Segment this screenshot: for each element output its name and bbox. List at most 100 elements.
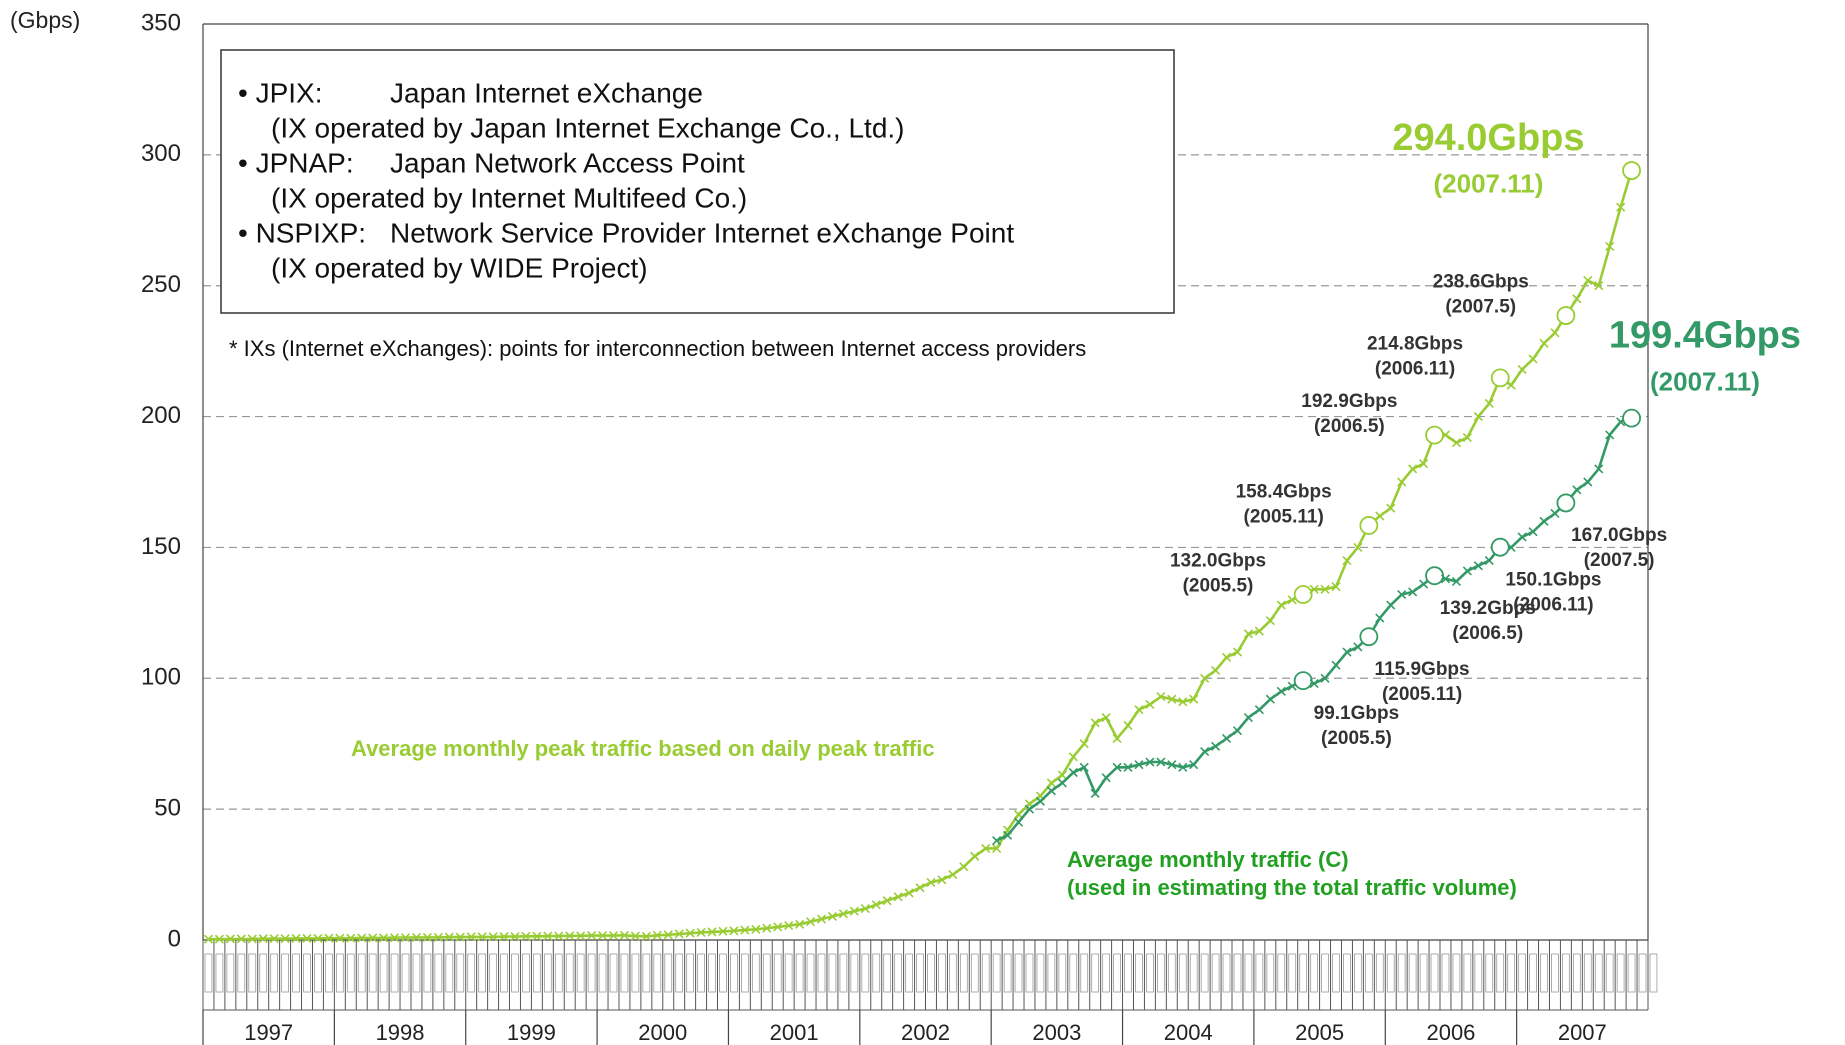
month-label-glyph [959,953,968,993]
year-label: 2001 [770,1020,819,1045]
month-label-glyph [1146,953,1154,993]
month-label-glyph [1594,953,1603,993]
point-marker [1506,542,1516,552]
month-label-glyph [401,953,410,993]
date-label: (2006.11) [1513,594,1593,615]
date-label: (2005.11) [1244,506,1324,527]
date-label: (2006.5) [1452,623,1523,644]
month-label-glyph [1310,953,1318,993]
point-marker [1342,647,1352,657]
month-label-glyph [927,953,935,993]
point-marker [1517,364,1527,375]
year-label: 2007 [1558,1020,1607,1045]
point-marker [992,835,1002,846]
month-label-glyph [751,953,760,993]
value-label: 99.1Gbps [1314,703,1400,724]
month-label-glyph [281,953,289,993]
month-label-glyph [1518,953,1526,993]
month-label-glyph [631,953,640,993]
point-marker [893,892,903,902]
point-marker [937,875,947,885]
month-label-glyph [237,953,246,993]
point-marker [1473,412,1483,422]
month-label-glyph [1332,953,1340,993]
point-marker [1594,281,1604,291]
month-label-glyph [1189,953,1198,993]
point-marker [1375,613,1385,623]
point-marker [1178,697,1188,707]
highlight-marker [1556,493,1576,513]
point-marker [795,919,805,929]
point-marker [641,931,651,941]
point-marker [619,930,630,940]
point-marker [1506,380,1516,390]
point-marker [1046,778,1056,788]
point-marker [521,931,531,941]
point-marker [915,883,925,893]
point-marker [1473,561,1483,571]
point-marker [1572,485,1582,495]
point-marker [488,932,498,942]
point-marker [1309,584,1319,594]
month-label-glyph [1583,953,1592,993]
highlight-marker [1556,306,1576,325]
month-label-glyph [664,953,673,993]
point-marker [1594,464,1604,474]
month-label-glyph [1167,953,1176,993]
month-label-glyph [1375,953,1384,993]
point-marker [1484,398,1494,409]
month-label-glyph [1605,953,1614,993]
point-marker [1211,665,1221,675]
value-label: 199.4Gbps [1609,315,1801,357]
point-marker [1167,760,1177,770]
month-label-glyph [1419,953,1428,993]
series-label: Average monthly peak traffic based on da… [351,736,935,761]
month-label-glyph [368,953,377,993]
highlight-marker [1490,368,1510,388]
point-marker [1068,752,1078,762]
month-label-glyph [872,953,881,993]
month-label-glyph [456,953,465,993]
y-tick-label: 350 [141,9,181,36]
month-label-glyph [1211,953,1220,993]
month-label-glyph [916,953,924,993]
month-label-glyph [1091,953,1100,993]
point-marker [1353,642,1363,652]
point-marker [554,931,564,941]
month-label-glyph [1277,953,1286,993]
highlight-marker [1425,566,1444,586]
month-label-glyph [445,953,454,993]
point-marker [247,934,257,944]
month-label-glyph [215,953,224,993]
highlight-marker [1359,516,1379,535]
point-marker [608,930,619,941]
month-label-glyph [741,953,749,993]
highlight-marker [1622,408,1641,428]
point-marker [773,922,783,932]
month-label-glyph [1102,953,1110,993]
month-label-glyph [948,953,957,993]
point-marker [1331,660,1341,670]
month-label-glyph [1507,953,1516,993]
point-marker [1462,566,1472,576]
month-label-glyph [1562,953,1570,993]
legend-name: Japan Network Access Point [390,147,745,178]
point-marker [948,870,958,880]
point-marker [1090,718,1100,728]
month-label-glyph [784,953,793,993]
point-marker [904,888,914,898]
point-marker [784,921,794,931]
month-label-glyph [719,953,727,993]
series: 132.0Gbps (2005.5) 158.4Gbps (2005.11) 192.9… [203,117,1641,944]
month-label-glyph [1496,953,1505,993]
month-label-glyph [708,953,716,993]
point-marker [1265,694,1275,704]
month-label-glyph [423,953,432,993]
footnote: * IXs (Internet eXchanges): points for i… [229,336,1086,361]
point-marker [1583,477,1593,487]
point-marker [1189,694,1199,704]
month-label-glyph [554,953,563,993]
point-marker [1112,733,1122,744]
point-marker [1046,786,1056,796]
date-label: (2006.5) [1314,416,1385,437]
